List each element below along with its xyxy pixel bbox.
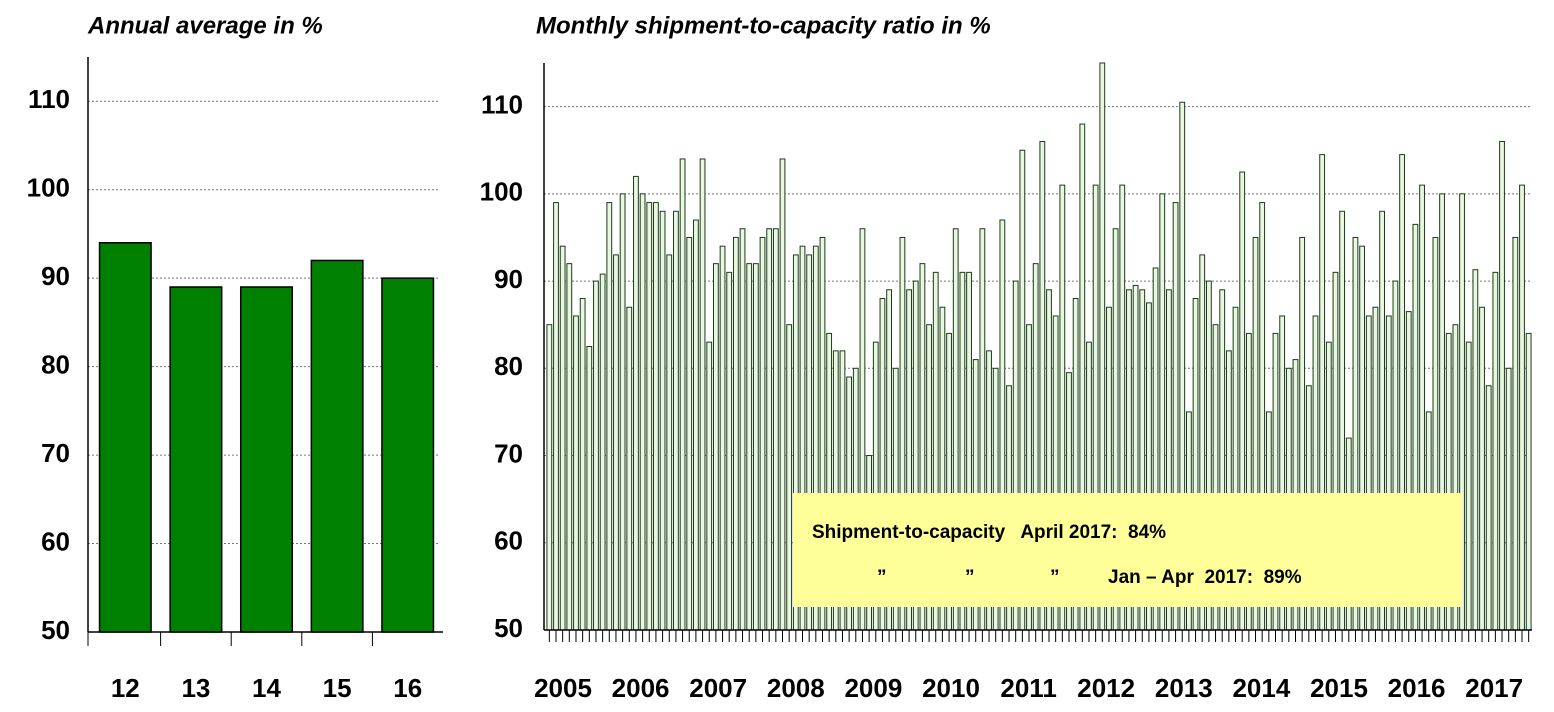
bar	[626, 306, 633, 631]
bar	[766, 228, 773, 631]
bar	[381, 277, 435, 633]
bar	[693, 219, 699, 631]
x-tick-label: 12	[111, 673, 140, 703]
bar	[779, 158, 786, 631]
y-tick-label: 70	[41, 438, 70, 468]
bar	[546, 324, 553, 631]
bar	[759, 236, 766, 631]
bar	[646, 202, 653, 631]
x-tick-label: 15	[323, 673, 352, 703]
annotation-text: Shipment-to-capacity April 2017: 84%	[812, 522, 1166, 543]
bar	[739, 228, 746, 631]
y-tick-label: 50	[494, 613, 523, 643]
y-tick-label: 60	[494, 526, 523, 556]
y-tick-label: 90	[41, 261, 70, 291]
y-tick-label: 110	[481, 89, 523, 119]
x-tick-label: 2007	[689, 673, 747, 703]
x-tick-label: 2010	[922, 673, 980, 703]
bar	[593, 280, 599, 631]
y-tick-label: 100	[27, 173, 70, 203]
x-tick-label: 2005	[534, 673, 592, 703]
bar	[613, 254, 619, 631]
x-tick-label: 2012	[1077, 673, 1135, 703]
bar	[726, 271, 733, 631]
bar	[573, 315, 579, 631]
bar	[633, 175, 639, 631]
y-tick-label: 110	[28, 84, 70, 114]
x-tick-label: 14	[252, 673, 281, 703]
annotation-text: ”	[965, 567, 975, 588]
bar	[752, 263, 759, 631]
bar	[639, 193, 646, 631]
bar	[606, 202, 613, 631]
bar	[732, 236, 739, 631]
y-tick-label: 90	[494, 264, 523, 294]
annotation-text: ”	[877, 567, 887, 588]
bar	[579, 298, 586, 631]
bar	[673, 210, 679, 631]
bar	[553, 202, 559, 631]
bar	[619, 193, 626, 631]
bar	[1519, 184, 1525, 631]
bar	[699, 158, 706, 631]
bar	[239, 286, 294, 633]
bar	[599, 273, 606, 631]
bar	[772, 228, 779, 631]
bar	[653, 202, 659, 631]
y-tick-label: 50	[41, 615, 70, 645]
bar	[169, 286, 223, 633]
bar	[1465, 341, 1472, 631]
chart-title: Monthly shipment-to-capacity ratio in %	[536, 12, 991, 39]
bar	[1485, 385, 1492, 631]
bar	[679, 158, 686, 631]
bar	[666, 254, 673, 631]
bar	[746, 263, 753, 631]
bar	[559, 245, 566, 631]
bar	[1479, 306, 1485, 631]
x-tick-label: 16	[393, 673, 422, 703]
y-tick-label: 100	[480, 177, 523, 207]
annotation-text: Jan – Apr 2017: 89%	[1108, 567, 1302, 588]
bar	[1505, 367, 1512, 631]
x-tick-label: 2011	[1000, 673, 1056, 703]
y-tick-label: 70	[494, 438, 523, 468]
bar	[98, 242, 152, 633]
x-tick-label: 2006	[612, 673, 670, 703]
bar	[1492, 271, 1499, 631]
bar	[586, 346, 593, 631]
annotation-box	[793, 493, 1462, 607]
bar	[310, 259, 364, 633]
bar	[1472, 269, 1479, 631]
bar	[1512, 236, 1519, 631]
x-tick-label: 2014	[1232, 673, 1290, 703]
x-tick-label: 2009	[844, 673, 902, 703]
x-tick-label: 2016	[1388, 673, 1446, 703]
bar	[786, 324, 793, 631]
y-tick-label: 60	[41, 526, 70, 556]
y-tick-label: 80	[494, 351, 523, 381]
bar	[712, 263, 719, 631]
bar	[1499, 141, 1505, 631]
x-tick-label: 2017	[1465, 673, 1523, 703]
x-tick-label: 13	[181, 673, 210, 703]
x-tick-label: 2008	[767, 673, 825, 703]
x-tick-label: 2015	[1310, 673, 1368, 703]
bar	[659, 210, 666, 631]
bar	[1525, 332, 1532, 631]
bar	[566, 263, 573, 631]
chart-title: Annual average in %	[87, 12, 323, 39]
bar	[686, 236, 693, 631]
y-tick-label: 80	[41, 349, 70, 379]
x-tick-label: 2013	[1155, 673, 1213, 703]
bar	[719, 245, 726, 631]
bar	[706, 341, 713, 631]
annotation-text: ”	[1050, 567, 1060, 588]
